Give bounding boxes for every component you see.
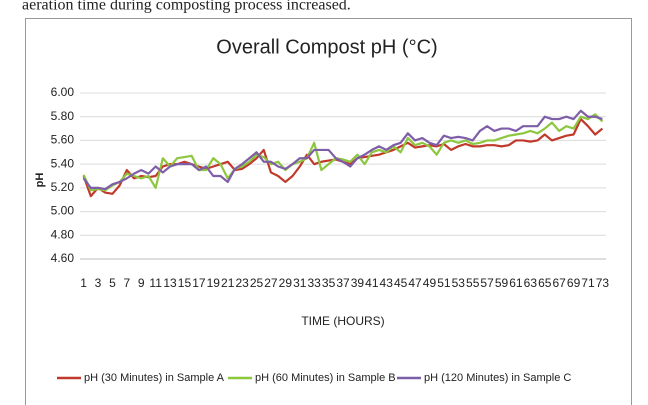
x-tick-label: 15 xyxy=(178,276,192,290)
legend-label: pH (120 Minutes) in Sample C xyxy=(424,372,571,384)
legend-label: pH (60 Minutes) in Sample B xyxy=(255,372,396,384)
x-tick-label: 71 xyxy=(581,276,595,290)
x-tick-label: 37 xyxy=(336,276,350,290)
x-tick-label: 13 xyxy=(163,276,177,290)
series-line xyxy=(82,117,604,198)
x-tick-label: 1 xyxy=(80,276,87,290)
x-tick-label: 21 xyxy=(221,276,235,290)
x-tick-label: 53 xyxy=(452,276,466,290)
x-tick-label: 39 xyxy=(351,276,365,290)
x-tick-label: 33 xyxy=(307,276,321,290)
y-tick-label: 5.40 xyxy=(51,156,75,170)
x-tick-label: 61 xyxy=(509,276,523,290)
series-line xyxy=(82,109,603,191)
x-tick-label: 55 xyxy=(466,276,480,290)
x-tick-label: 27 xyxy=(264,276,278,290)
x-tick-label: 67 xyxy=(552,276,566,290)
x-tick-label: 45 xyxy=(394,276,408,290)
x-tick-label: 73 xyxy=(596,276,610,290)
text-above: aeration time during composting process … xyxy=(22,0,351,14)
x-tick-label: 9 xyxy=(138,276,145,290)
x-tick-label: 41 xyxy=(365,276,379,290)
x-tick-label: 43 xyxy=(380,276,394,290)
x-tick-label: 69 xyxy=(567,276,581,290)
x-axis-label: TIME (HOURS) xyxy=(301,314,384,328)
y-tick-label: 6.00 xyxy=(51,85,75,99)
x-tick-label: 31 xyxy=(293,276,307,290)
x-tick-label: 49 xyxy=(423,276,437,290)
y-tick-label: 5.00 xyxy=(51,204,75,218)
x-tick-label: 57 xyxy=(480,276,494,290)
x-tick-label: 5 xyxy=(109,276,116,290)
x-tick-label: 11 xyxy=(149,276,162,290)
x-tick-label: 19 xyxy=(207,276,221,290)
y-tick-label: 5.60 xyxy=(51,133,75,147)
y-tick-label: 4.80 xyxy=(51,227,75,241)
y-axis-label: pH xyxy=(34,173,46,188)
chart-frame xyxy=(25,18,632,405)
chart-title: Overall Compost pH (°C) xyxy=(216,36,437,58)
x-tick-label: 59 xyxy=(495,276,509,290)
y-tick-label: 5.80 xyxy=(51,109,75,123)
legend-label: pH (30 Minutes) in Sample A xyxy=(84,372,225,384)
x-tick-label: 35 xyxy=(322,276,336,290)
x-tick-label: 29 xyxy=(279,276,293,290)
x-tick-label: 51 xyxy=(437,276,451,290)
x-tick-label: 47 xyxy=(408,276,422,290)
x-tick-label: 63 xyxy=(524,276,538,290)
y-tick-label: 5.20 xyxy=(51,180,75,194)
x-tick-label: 7 xyxy=(123,276,130,290)
x-tick-label: 25 xyxy=(250,276,264,290)
y-tick-label: 4.60 xyxy=(51,251,75,265)
x-tick-label: 3 xyxy=(95,276,102,290)
x-tick-label: 17 xyxy=(192,276,206,290)
x-tick-label: 23 xyxy=(235,276,249,290)
x-tick-label: 65 xyxy=(538,276,552,290)
